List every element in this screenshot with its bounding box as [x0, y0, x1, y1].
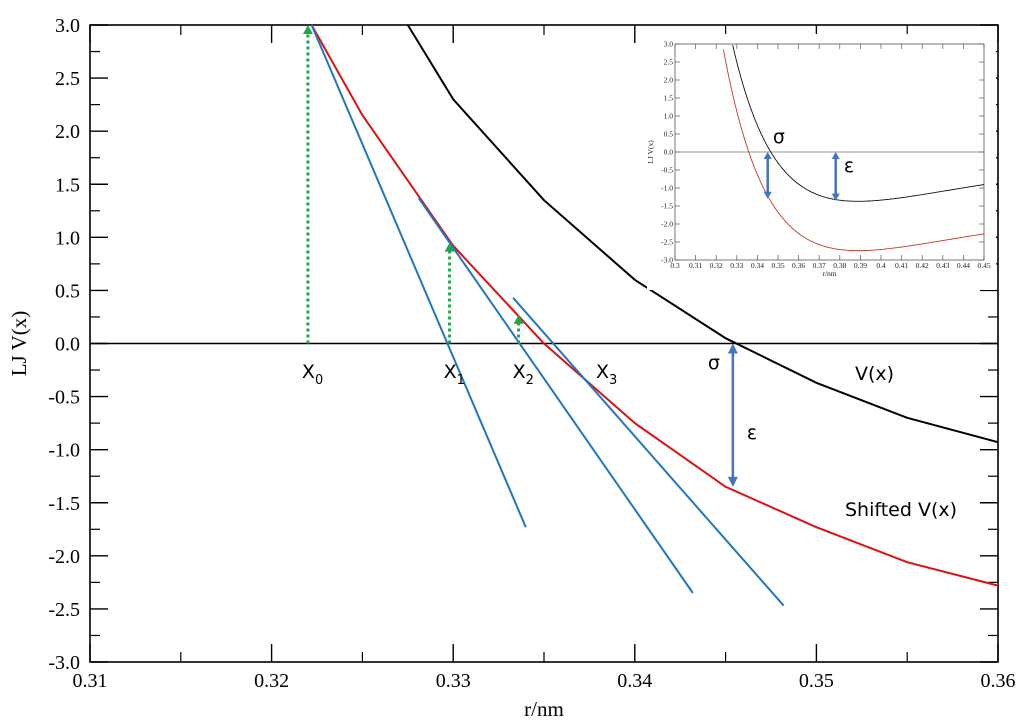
x-tick-label: 0.33 — [436, 670, 471, 692]
inset-y-tick-label: 0.5 — [664, 130, 674, 139]
x-tick-label: 0.35 — [799, 670, 834, 692]
inset-y-tick-label: -3.0 — [661, 256, 673, 265]
inset-y-tick-label: 3.0 — [664, 40, 674, 49]
epsilon-arrowhead-bottom — [727, 476, 738, 487]
inset-y-tick-label: 1.0 — [664, 112, 674, 121]
step-label-main: X — [444, 361, 457, 383]
inset-sigma-label: σ — [773, 126, 785, 148]
inset-x-tick-label: 0.4 — [876, 261, 886, 270]
inset-x-tick-label: 0.42 — [916, 261, 929, 270]
inset-y-tick-label: -2.5 — [661, 238, 673, 247]
inset-y-tick-label: 0.0 — [664, 148, 674, 157]
inset-x-tick-label: 0.34 — [751, 261, 764, 270]
inset-x-tick-label: 0.36 — [792, 261, 805, 270]
inset-plot: 3.0 2.5 2.0 1.5 1.0 0.5 0.0 -0.5 -1.0 -1.5 -2.0 -2.… — [646, 34, 996, 290]
sigma-label: σ — [708, 352, 720, 374]
step-label-sub: 1 — [457, 373, 465, 388]
shifted-vx-label: Shifted V(x) — [845, 499, 957, 521]
series-line-v-x- — [406, 24, 999, 444]
inset-x-tick-label: 0.45 — [977, 261, 990, 270]
x-axis-title: r/nm — [524, 697, 564, 721]
step-arrowhead — [513, 314, 524, 324]
inset-x-tick-label: 0.3 — [670, 261, 680, 270]
x-tick-label: 0.31 — [73, 670, 108, 692]
y-tick-label: 2.0 — [55, 121, 80, 143]
y-tick-label: -1.5 — [48, 493, 80, 515]
step-label-x2: X2 — [513, 361, 534, 388]
step-label-x3: X3 — [596, 361, 617, 388]
epsilon-arrowhead-top — [727, 343, 738, 354]
y-tick-label: -2.5 — [48, 599, 80, 621]
y-tick-label: -2.0 — [48, 546, 80, 568]
inset-y-tick-label: 2.5 — [664, 58, 674, 67]
inset-x-tick-label: 0.35 — [771, 261, 784, 270]
inset-x-axis-title: r/nm — [822, 269, 836, 278]
y-tick-label: 0.5 — [55, 280, 80, 302]
y-tick-label: 1.5 — [55, 174, 80, 196]
series-line-tangent-2 — [417, 197, 694, 594]
series-line-tangent-1 — [310, 24, 527, 528]
step-label-x1: X1 — [444, 361, 465, 388]
y-tick-label: 0.0 — [55, 334, 80, 356]
step-label-x0: X0 — [302, 361, 323, 388]
y-tick-label: -3.0 — [48, 652, 80, 674]
y-tick-label: 3.0 — [55, 15, 80, 37]
inset-y-tick-label: -0.5 — [661, 166, 673, 175]
step-label-main: X — [302, 361, 315, 383]
step-label-sub: 0 — [315, 373, 323, 388]
inset-background — [647, 34, 996, 290]
inset-x-tick-label: 0.41 — [895, 261, 908, 270]
inset-y-tick-label: 1.5 — [664, 94, 674, 103]
inset-epsilon-arrowhead-bottom — [831, 193, 840, 201]
y-axis-title: LJ V(x) — [7, 311, 31, 377]
inset-sigma-arrowhead-top — [763, 152, 772, 159]
inset-epsilon-label: ε — [844, 155, 854, 177]
inset-x-tick-label: 0.33 — [730, 261, 743, 270]
epsilon-label: ε — [747, 422, 757, 444]
inset-y-tick-label: -2.0 — [661, 220, 673, 229]
inset-series-v-x- — [732, 45, 985, 202]
step-arrowhead — [302, 25, 313, 34]
inset-y-tick-label: 2.0 — [664, 76, 674, 85]
series-line-tangent-3 — [512, 297, 785, 607]
inset-x-tick-label: 0.39 — [854, 261, 867, 270]
main-plot: 3.0 2.5 2.0 1.5 1.0 0.5 0.0 -0.5 -1.0 -1.5 -2.0 -2.… — [7, 15, 1016, 721]
inset-y-tick-label: -1.0 — [661, 184, 673, 193]
step-label-sub: 3 — [609, 373, 617, 388]
step-label-main: X — [513, 361, 526, 383]
inset-x-tick-label: 0.37 — [813, 261, 826, 270]
y-tick-label: 2.5 — [55, 68, 80, 90]
inset-x-tick-label: 0.32 — [710, 261, 723, 270]
y-tick-label: -0.5 — [48, 387, 80, 409]
step-label-sub: 2 — [526, 373, 534, 388]
inset-y-tick-label: -1.5 — [661, 202, 673, 211]
inset-sigma-arrowhead-bottom — [763, 191, 772, 199]
x-tick-label: 0.32 — [254, 670, 289, 692]
step-label-main: X — [596, 361, 609, 383]
inset-epsilon-arrowhead-top — [831, 152, 840, 159]
x-tick-label: 0.34 — [617, 670, 652, 692]
series-line-shifted-v-x- — [310, 24, 999, 587]
inset-y-axis-title: LJ V(x) — [646, 140, 655, 164]
x-tick-label: 0.36 — [981, 670, 1016, 692]
inset-x-tick-label: 0.43 — [936, 261, 949, 270]
inset-x-tick-label: 0.31 — [689, 261, 702, 270]
inset-x-tick-label: 0.38 — [833, 261, 846, 270]
y-tick-label: -1.0 — [48, 440, 80, 462]
step-arrowhead — [444, 242, 455, 252]
vx-label: V(x) — [855, 363, 894, 385]
y-tick-label: 1.0 — [55, 227, 80, 249]
inset-x-tick-label: 0.44 — [957, 261, 970, 270]
